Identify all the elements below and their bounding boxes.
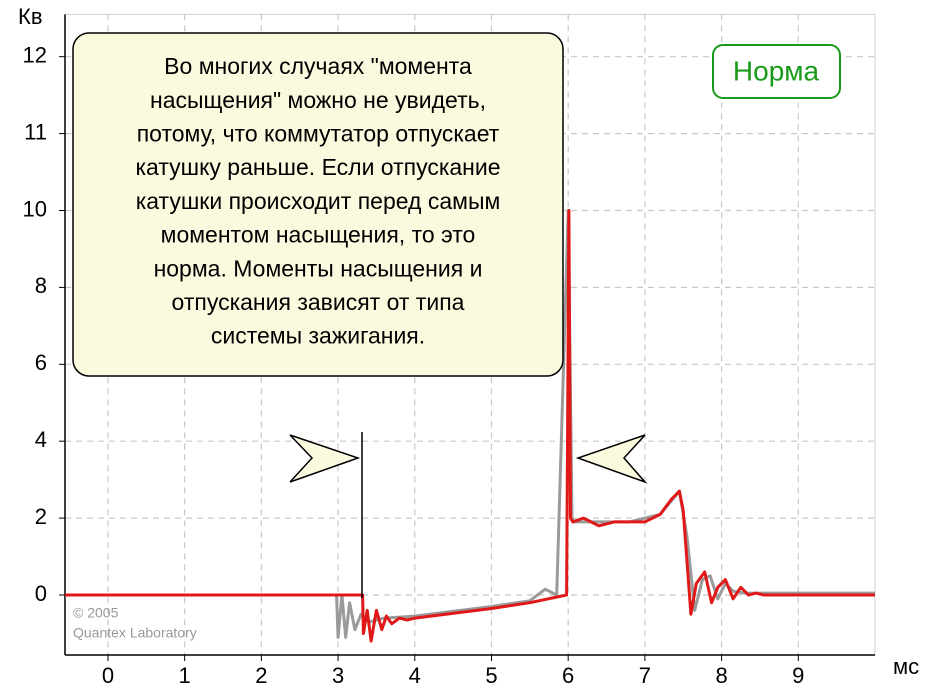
annotation-line: системы зажигания.: [211, 323, 425, 349]
y-tick-label: 8: [35, 273, 47, 298]
annotation-line: катушку раньше. Если отпускание: [135, 154, 500, 180]
x-tick-label: 0: [102, 663, 114, 688]
y-tick-label: 0: [35, 581, 47, 606]
x-tick-label: 3: [332, 663, 344, 688]
trace: [65, 209, 875, 643]
status-box: [712, 44, 841, 99]
annotation-line: Во многих случаях "момента: [164, 53, 472, 79]
annotation-line: потому, что коммутатор отпускает: [137, 120, 500, 146]
copyright: Quantex Laboratory: [73, 625, 197, 641]
annotation-line: моментом насыщения, то это: [161, 222, 476, 248]
annotation-line: отпускания зависят от типа: [172, 289, 465, 315]
x-tick-label: 6: [562, 663, 574, 688]
x-tick-label: 5: [485, 663, 497, 688]
x-tick-label: 9: [792, 663, 804, 688]
status-label: Норма: [733, 55, 820, 86]
y-tick-label: 12: [23, 43, 47, 68]
y-tick-label: 4: [35, 427, 47, 452]
y-tick-label: 11: [24, 119, 47, 144]
x-tick-label: 7: [639, 663, 651, 688]
y-tick-label: 10: [23, 196, 47, 221]
annotation-line: норма. Моменты насыщения и: [154, 255, 483, 281]
x-tick-label: 2: [255, 663, 267, 688]
y-tick-label: 6: [35, 350, 47, 375]
annotation-line: насыщения" можно не увидеть,: [150, 87, 486, 113]
x-tick-label: 8: [715, 663, 727, 688]
arrow-right: [289, 434, 361, 483]
annotation-line: катушки происходит перед самым: [136, 188, 501, 214]
x-tick-label: 1: [179, 663, 191, 688]
arrow-left: [575, 434, 648, 484]
x-axis-label: мс: [893, 654, 919, 679]
y-axis-label: Кв: [18, 4, 43, 29]
x-tick-label: 4: [409, 663, 421, 688]
y-tick-label: 2: [35, 504, 47, 529]
copyright: © 2005: [73, 605, 119, 621]
annotation-box: [72, 32, 564, 377]
